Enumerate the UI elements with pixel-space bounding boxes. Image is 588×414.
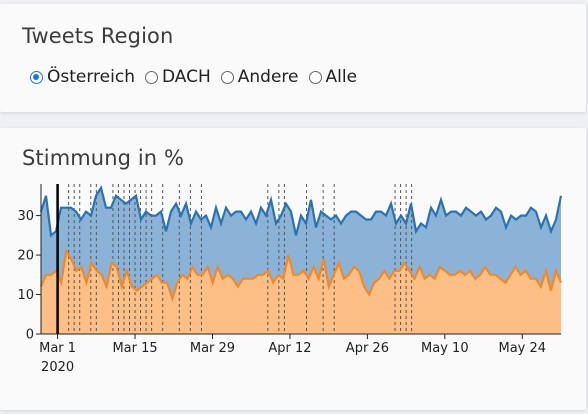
x-tick-label-6: May 24 — [498, 341, 546, 356]
radio-circle-alle[interactable] — [308, 70, 322, 84]
radio-label-alle: Alle — [325, 67, 358, 87]
radio-oesterreich[interactable]: Österreich — [30, 67, 135, 87]
x-tick-sublabel-0: 2020 — [41, 360, 74, 375]
x-tick-label-1: Mar 15 — [112, 341, 157, 356]
radio-circle-dach[interactable] — [144, 70, 158, 84]
positive-line — [39, 185, 563, 238]
negative-line — [39, 248, 563, 303]
radio-dach[interactable]: DACH — [144, 67, 211, 87]
radio-label-andere: Andere — [237, 67, 299, 87]
radio-label-dach: DACH — [161, 67, 211, 87]
radio-circle-andere[interactable] — [220, 70, 234, 84]
radio-alle[interactable]: Alle — [308, 67, 358, 87]
x-tick-label-5: May 10 — [421, 341, 469, 356]
x-tick-label-3: Apr 12 — [268, 341, 311, 356]
y-tick-label-0: 0 — [26, 328, 34, 343]
region-title: Tweets Region — [22, 24, 174, 48]
region-radio-group: Österreich DACH Andere Alle — [30, 67, 367, 87]
y-tick-label-10: 10 — [17, 288, 34, 303]
radio-label-oesterreich: Österreich — [47, 67, 135, 87]
radio-andere[interactable]: Andere — [220, 67, 299, 87]
radio-circle-oesterreich[interactable] — [30, 70, 43, 84]
mood-card: Stimmung in % 0 10 20 30 Mar 1 2020 Mar 15 Mar … — [0, 128, 586, 410]
region-card: Tweets Region Österreich DACH Andere All… — [0, 4, 586, 112]
x-tick-label-0: Mar 1 — [39, 341, 76, 356]
x-tick-label-2: Mar 29 — [190, 341, 235, 356]
y-tick-label-20: 20 — [17, 249, 34, 264]
y-tick-label-30: 30 — [17, 209, 34, 224]
mood-chart: 0 10 20 30 Mar 1 2020 Mar 15 Mar 29 Apr 12 Apr 26… — [17, 184, 563, 375]
x-tick-label-4: Apr 26 — [346, 341, 389, 356]
negative-area — [41, 251, 561, 334]
mood-title: Stimmung in % — [22, 146, 185, 170]
